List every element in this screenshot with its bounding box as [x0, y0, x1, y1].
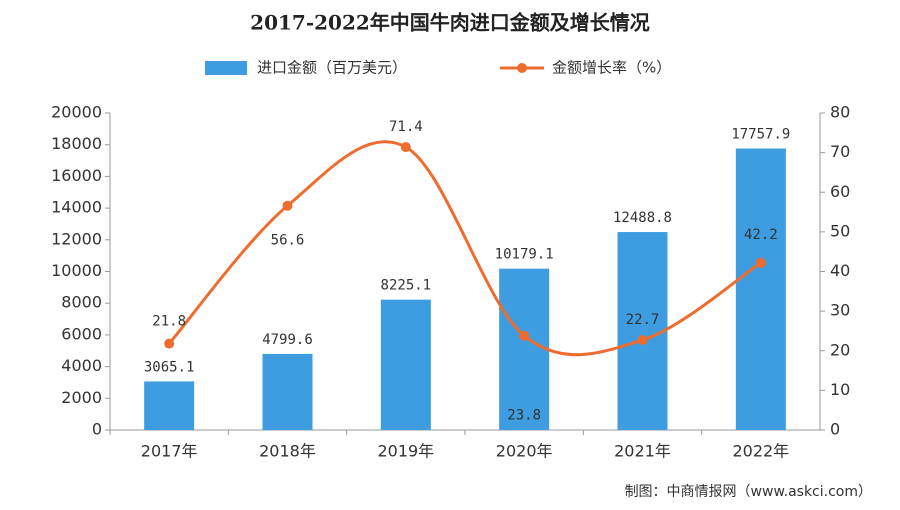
- value-label: 42.2: [744, 227, 778, 243]
- legend-swatch: [517, 63, 527, 73]
- y2-tick-label: 0: [830, 420, 840, 439]
- y2-tick-label: 60: [830, 182, 850, 201]
- x-tick-label: 2019年: [377, 442, 434, 461]
- value-label: 22.7: [626, 312, 660, 328]
- y-tick-label: 18000: [51, 134, 102, 153]
- x-tick-label: 2022年: [732, 442, 789, 461]
- y-tick-label: 14000: [51, 198, 102, 217]
- legend-swatch: [205, 61, 247, 75]
- line-point: [519, 330, 530, 341]
- value-label: 21.8: [152, 314, 186, 330]
- value-label: 4799.6: [262, 332, 313, 348]
- bar: [380, 299, 431, 430]
- y2-tick-label: 20: [830, 340, 850, 359]
- y2-tick-label: 80: [830, 103, 850, 122]
- y2-tick-label: 70: [830, 142, 850, 161]
- line-point: [637, 335, 648, 346]
- value-label: 10179.1: [495, 247, 554, 263]
- legend-label: 金额增长率（%）: [552, 59, 671, 77]
- line-point: [755, 257, 766, 268]
- y2-tick-label: 30: [830, 301, 850, 320]
- x-tick-label: 2018年: [259, 442, 316, 461]
- value-label: 71.4: [389, 119, 423, 135]
- x-tick-label: 2017年: [141, 442, 198, 461]
- y2-tick-label: 50: [830, 221, 850, 240]
- y-tick-label: 16000: [51, 166, 102, 185]
- legend-label: 进口金额（百万美元）: [257, 59, 407, 77]
- y-tick-label: 8000: [61, 293, 102, 312]
- bar: [617, 232, 668, 430]
- y2-tick-label: 10: [830, 380, 850, 399]
- value-label: 56.6: [271, 233, 305, 249]
- y-tick-label: 4000: [61, 356, 102, 375]
- value-label: 8225.1: [381, 278, 432, 294]
- y-tick-label: 20000: [51, 103, 102, 122]
- line-point: [400, 142, 411, 153]
- bar: [735, 148, 786, 430]
- bar: [262, 353, 313, 430]
- y-tick-label: 2000: [61, 388, 102, 407]
- line-point: [282, 200, 293, 211]
- value-label: 3065.1: [144, 359, 195, 375]
- y-tick-label: 10000: [51, 261, 102, 280]
- y-tick-label: 6000: [61, 324, 102, 343]
- value-label: 23.8: [507, 408, 541, 424]
- y-tick-label: 0: [92, 420, 102, 439]
- x-tick-label: 2020年: [496, 442, 553, 461]
- source-note: 制图：中商情报网（www.askci.com）: [625, 484, 872, 500]
- value-label: 12488.8: [613, 210, 672, 226]
- y-tick-label: 12000: [51, 229, 102, 248]
- bar: [144, 381, 195, 430]
- y2-tick-label: 40: [830, 261, 850, 280]
- line: [168, 140, 762, 357]
- bar: [499, 268, 550, 430]
- chart-title: 2017-2022年中国牛肉进口金额及增长情况: [250, 11, 650, 35]
- x-tick-label: 2021年: [614, 442, 671, 461]
- value-label: 17757.9: [731, 127, 790, 143]
- line-point: [164, 338, 175, 349]
